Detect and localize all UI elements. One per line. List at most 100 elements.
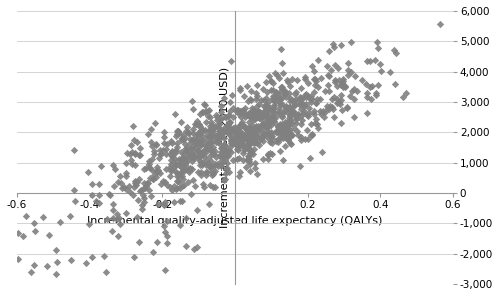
Point	[203, 142, 211, 146]
Point	[311, 76, 319, 81]
Point	[376, 69, 384, 73]
Point	[184, 156, 192, 161]
Point	[236, 124, 244, 129]
Point	[244, 157, 252, 162]
Point	[160, 268, 168, 273]
Point	[371, 58, 379, 63]
Point	[218, 131, 226, 135]
Point	[222, 115, 230, 119]
Point	[248, 123, 256, 127]
Point	[102, 270, 110, 275]
Point	[286, 90, 294, 95]
Point	[129, 124, 137, 129]
Point	[292, 121, 300, 126]
Point	[330, 115, 338, 120]
Point	[297, 135, 305, 139]
Point	[131, 178, 139, 183]
Point	[362, 82, 370, 86]
Point	[301, 93, 309, 98]
Point	[276, 124, 284, 129]
Point	[181, 147, 189, 151]
Point	[178, 138, 186, 142]
Point	[166, 169, 174, 174]
Point	[252, 111, 260, 116]
Point	[285, 104, 293, 109]
Point	[166, 164, 173, 169]
Point	[286, 96, 294, 101]
Point	[184, 154, 192, 159]
Point	[246, 146, 254, 151]
Point	[146, 166, 154, 171]
Point	[362, 111, 370, 116]
Point	[246, 142, 254, 147]
Point	[143, 181, 151, 186]
Point	[372, 93, 380, 98]
Point	[222, 147, 230, 152]
Point	[141, 186, 149, 190]
Point	[255, 115, 263, 120]
Point	[287, 111, 295, 116]
Point	[193, 119, 201, 124]
Point	[205, 201, 213, 206]
Point	[348, 89, 356, 94]
Point	[288, 118, 296, 123]
Point	[282, 106, 290, 111]
Point	[223, 122, 231, 127]
Point	[200, 110, 207, 115]
Point	[284, 121, 292, 126]
Point	[238, 115, 246, 120]
Point	[258, 134, 266, 139]
Point	[254, 172, 262, 176]
Point	[258, 118, 266, 123]
Point	[266, 151, 274, 155]
Point	[298, 114, 306, 119]
Point	[310, 90, 318, 95]
Point	[297, 121, 305, 126]
Point	[132, 180, 140, 185]
Point	[225, 148, 233, 153]
Point	[252, 133, 260, 138]
Point	[264, 115, 272, 120]
Point	[238, 133, 246, 138]
Point	[187, 146, 195, 151]
Point	[190, 246, 198, 251]
Point	[240, 124, 248, 128]
Point	[166, 151, 174, 156]
Point	[237, 131, 245, 136]
Point	[145, 161, 153, 166]
Point	[138, 203, 145, 207]
Point	[286, 112, 294, 117]
Point	[170, 164, 178, 169]
Point	[263, 107, 271, 112]
Point	[187, 155, 195, 160]
Point	[234, 137, 242, 141]
Point	[144, 181, 152, 186]
Point	[288, 98, 296, 102]
Point	[253, 141, 261, 146]
Point	[272, 73, 280, 78]
Point	[215, 141, 223, 146]
Point	[235, 145, 243, 149]
Point	[251, 140, 259, 145]
Point	[176, 199, 184, 203]
Point	[262, 122, 270, 127]
Point	[222, 125, 230, 129]
Point	[265, 131, 273, 136]
Point	[130, 185, 138, 189]
Point	[237, 109, 245, 114]
Point	[292, 117, 300, 122]
Point	[193, 244, 201, 249]
Point	[224, 122, 232, 127]
Point	[184, 179, 192, 184]
Point	[198, 149, 206, 154]
Point	[211, 161, 219, 166]
Point	[270, 116, 278, 121]
Point	[316, 111, 324, 116]
Point	[210, 184, 218, 189]
Point	[174, 179, 182, 184]
Point	[194, 147, 202, 152]
Point	[310, 76, 318, 81]
Point	[213, 115, 221, 120]
Point	[204, 141, 212, 146]
Point	[220, 143, 228, 147]
